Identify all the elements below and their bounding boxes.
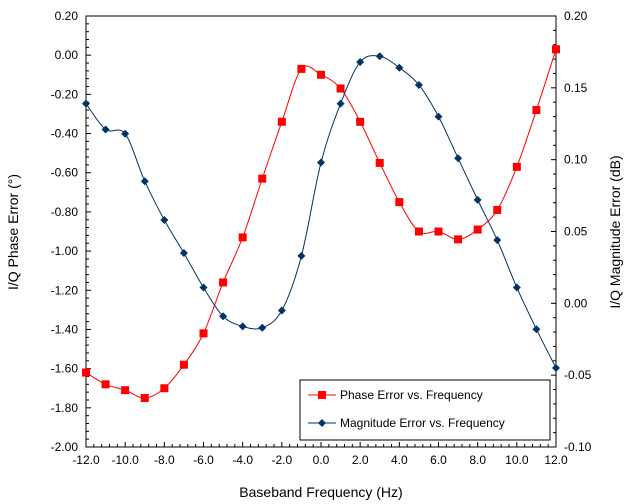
y-tick-label: -1.40 — [51, 322, 79, 336]
y-tick-label: -1.60 — [51, 362, 79, 376]
y2-tick-label: 0.05 — [564, 225, 588, 239]
data-point — [199, 329, 208, 338]
x-tick-label: 4.0 — [391, 453, 408, 467]
data-point — [395, 198, 404, 207]
x-tick-label: -6.0 — [193, 453, 214, 467]
data-point — [414, 227, 423, 236]
y2-tick-label: 0.20 — [564, 9, 588, 23]
data-point — [336, 99, 345, 108]
y-tick-label: -1.80 — [51, 401, 79, 415]
data-point — [160, 384, 169, 393]
data-point — [179, 249, 188, 258]
y-axis-title: I/Q Phase Error (°) — [5, 174, 21, 290]
data-point — [179, 360, 188, 369]
data-point — [219, 312, 228, 321]
x-tick-label: -10.0 — [111, 453, 139, 467]
data-point — [493, 205, 502, 214]
data-point — [454, 235, 463, 244]
data-point — [434, 227, 443, 236]
data-point — [532, 325, 541, 334]
data-point — [434, 112, 443, 121]
y-tick-label: -0.20 — [51, 87, 79, 101]
y2-tick-label: -0.10 — [564, 440, 592, 454]
data-point — [258, 323, 267, 332]
data-point — [473, 225, 482, 234]
data-point — [277, 306, 286, 315]
legend-label-magnitude: Magnitude Error vs. Frequency — [340, 416, 505, 430]
data-point — [512, 162, 521, 171]
legend-box — [299, 379, 551, 441]
data-point — [121, 129, 130, 138]
y2-tick-label: 0.15 — [564, 81, 588, 95]
series-phase-error — [82, 45, 560, 403]
data-point — [493, 236, 502, 245]
x-tick-label: 6.0 — [430, 453, 447, 467]
x-tick-label: -4.0 — [232, 453, 253, 467]
data-point — [277, 117, 286, 126]
y-tick-label: -1.20 — [51, 283, 79, 297]
y-axis-left: 0.20 0.00 -0.20 -0.40 -0.60 -0.80 -1.00 -1.20 -1… — [51, 9, 91, 454]
legend-label-phase: Phase Error vs. Frequency — [340, 388, 483, 402]
data-point — [375, 158, 384, 167]
x-tick-label: 8.0 — [469, 453, 486, 467]
data-point — [356, 117, 365, 126]
data-point — [512, 283, 521, 292]
x-tick-label: -12.0 — [72, 453, 100, 467]
data-point — [160, 216, 169, 225]
x-tick-label: 10.0 — [505, 453, 529, 467]
data-point — [140, 177, 149, 186]
data-point — [552, 363, 560, 372]
x-tick-label: -8.0 — [154, 453, 175, 467]
y2-tick-label: 0.00 — [564, 296, 588, 310]
y-tick-label: -0.80 — [51, 205, 79, 219]
x-axis: -12.0 -10.0 -8.0 -6.0 -4.0 -2.0 0.0 2.0 4.0 6.0 8.… — [72, 442, 568, 467]
y-axis-right: 0.20 0.15 0.10 0.05 0.00 -0.05 -0.10 — [551, 9, 592, 454]
x-axis-title: Baseband Frequency (Hz) — [239, 484, 402, 500]
data-point — [258, 174, 267, 183]
data-point — [121, 386, 130, 395]
data-point — [473, 195, 482, 204]
data-point — [395, 63, 404, 72]
data-point — [238, 322, 247, 331]
series-layer — [82, 45, 560, 403]
y-tick-label: -0.40 — [51, 127, 79, 141]
y-tick-label: -0.60 — [51, 166, 79, 180]
data-point — [336, 84, 345, 93]
data-point — [317, 70, 325, 79]
legend-marker-magnitude — [318, 419, 326, 427]
data-point — [82, 368, 90, 377]
y2-axis-title: I/Q Magnitude Error (dB) — [607, 155, 623, 308]
y-tick-label: -1.00 — [51, 244, 79, 258]
data-point — [199, 283, 208, 292]
data-point — [356, 57, 365, 66]
data-point — [552, 45, 560, 54]
y2-tick-label: -0.05 — [564, 368, 592, 382]
data-point — [219, 278, 228, 287]
x-tick-label: 0.0 — [313, 453, 330, 467]
legend-marker-phase — [318, 391, 326, 399]
data-point — [375, 52, 384, 61]
y-tick-label: -2.00 — [51, 440, 79, 454]
data-point — [101, 380, 110, 389]
data-point — [238, 233, 247, 242]
data-point — [317, 158, 325, 167]
x-tick-label: -2.0 — [271, 453, 292, 467]
y-tick-label: 0.20 — [55, 9, 79, 23]
data-point — [532, 106, 541, 115]
data-point — [101, 125, 110, 134]
data-point — [454, 154, 463, 163]
series-magnitude-error — [82, 52, 560, 372]
legend: Phase Error vs. Frequency Magnitude Erro… — [299, 379, 551, 441]
data-point — [414, 80, 423, 89]
data-point — [297, 251, 306, 260]
x-tick-label: 12.0 — [544, 453, 568, 467]
x-tick-label: 2.0 — [352, 453, 369, 467]
data-point — [297, 64, 306, 73]
y2-tick-label: 0.10 — [564, 153, 588, 167]
data-point — [82, 99, 90, 108]
data-point — [140, 394, 149, 403]
y-tick-label: 0.00 — [55, 48, 79, 62]
